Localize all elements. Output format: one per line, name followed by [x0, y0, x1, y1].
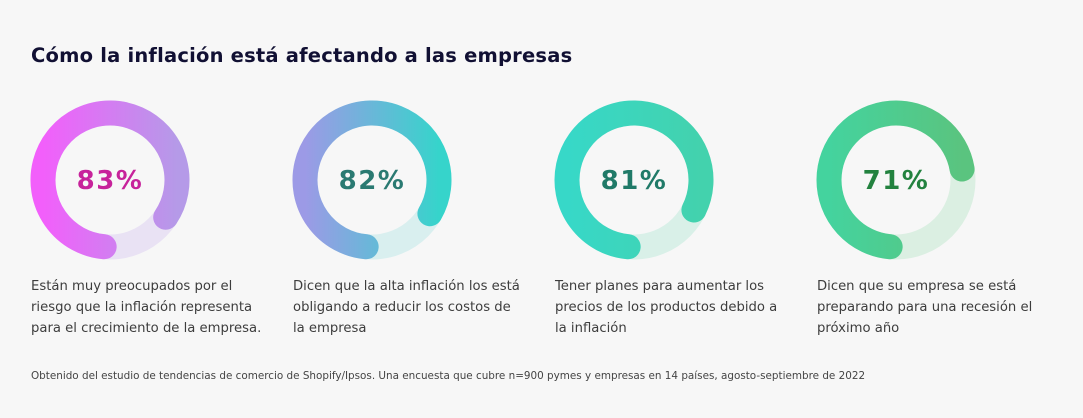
donut-chart-4: 71% — [816, 100, 976, 260]
stat-card-3: 81% Tener planes para aumentar los preci… — [554, 100, 795, 340]
donut-chart-3: 81% — [554, 100, 714, 260]
percentage-label: 83% — [77, 166, 144, 196]
percentage-label: 81% — [601, 166, 668, 196]
donut-chart-1: 83% — [30, 100, 190, 260]
percentage-label: 82% — [339, 166, 406, 196]
stat-description-3: Tener planes para aumentar los precios d… — [555, 279, 778, 336]
page-title: Cómo la inflación está afectando a las e… — [31, 44, 573, 67]
stat-card-2: 82% Dicen que la alta inflación los está… — [292, 100, 533, 340]
donut-value-arc — [554, 100, 714, 260]
stat-description-2: Dicen que la alta inflación los está obl… — [293, 279, 520, 336]
donut-value-arc — [292, 100, 452, 260]
donut-chart-2: 82% — [292, 100, 452, 260]
donut-value-arc — [816, 100, 975, 260]
source-note: Obtenido del estudio de tendencias de co… — [31, 370, 866, 382]
stat-description-4: Dicen que su empresa se está preparando … — [817, 279, 1033, 336]
stat-description-1: Están muy preocupados por el riesgo que … — [31, 279, 262, 336]
percentage-label: 71% — [863, 166, 930, 196]
stat-card-4: 71% Dicen que su empresa se está prepara… — [816, 100, 1057, 340]
stat-card-1: 83% Están muy preocupados por el riesgo … — [30, 100, 271, 340]
donut-value-arc — [30, 100, 190, 260]
